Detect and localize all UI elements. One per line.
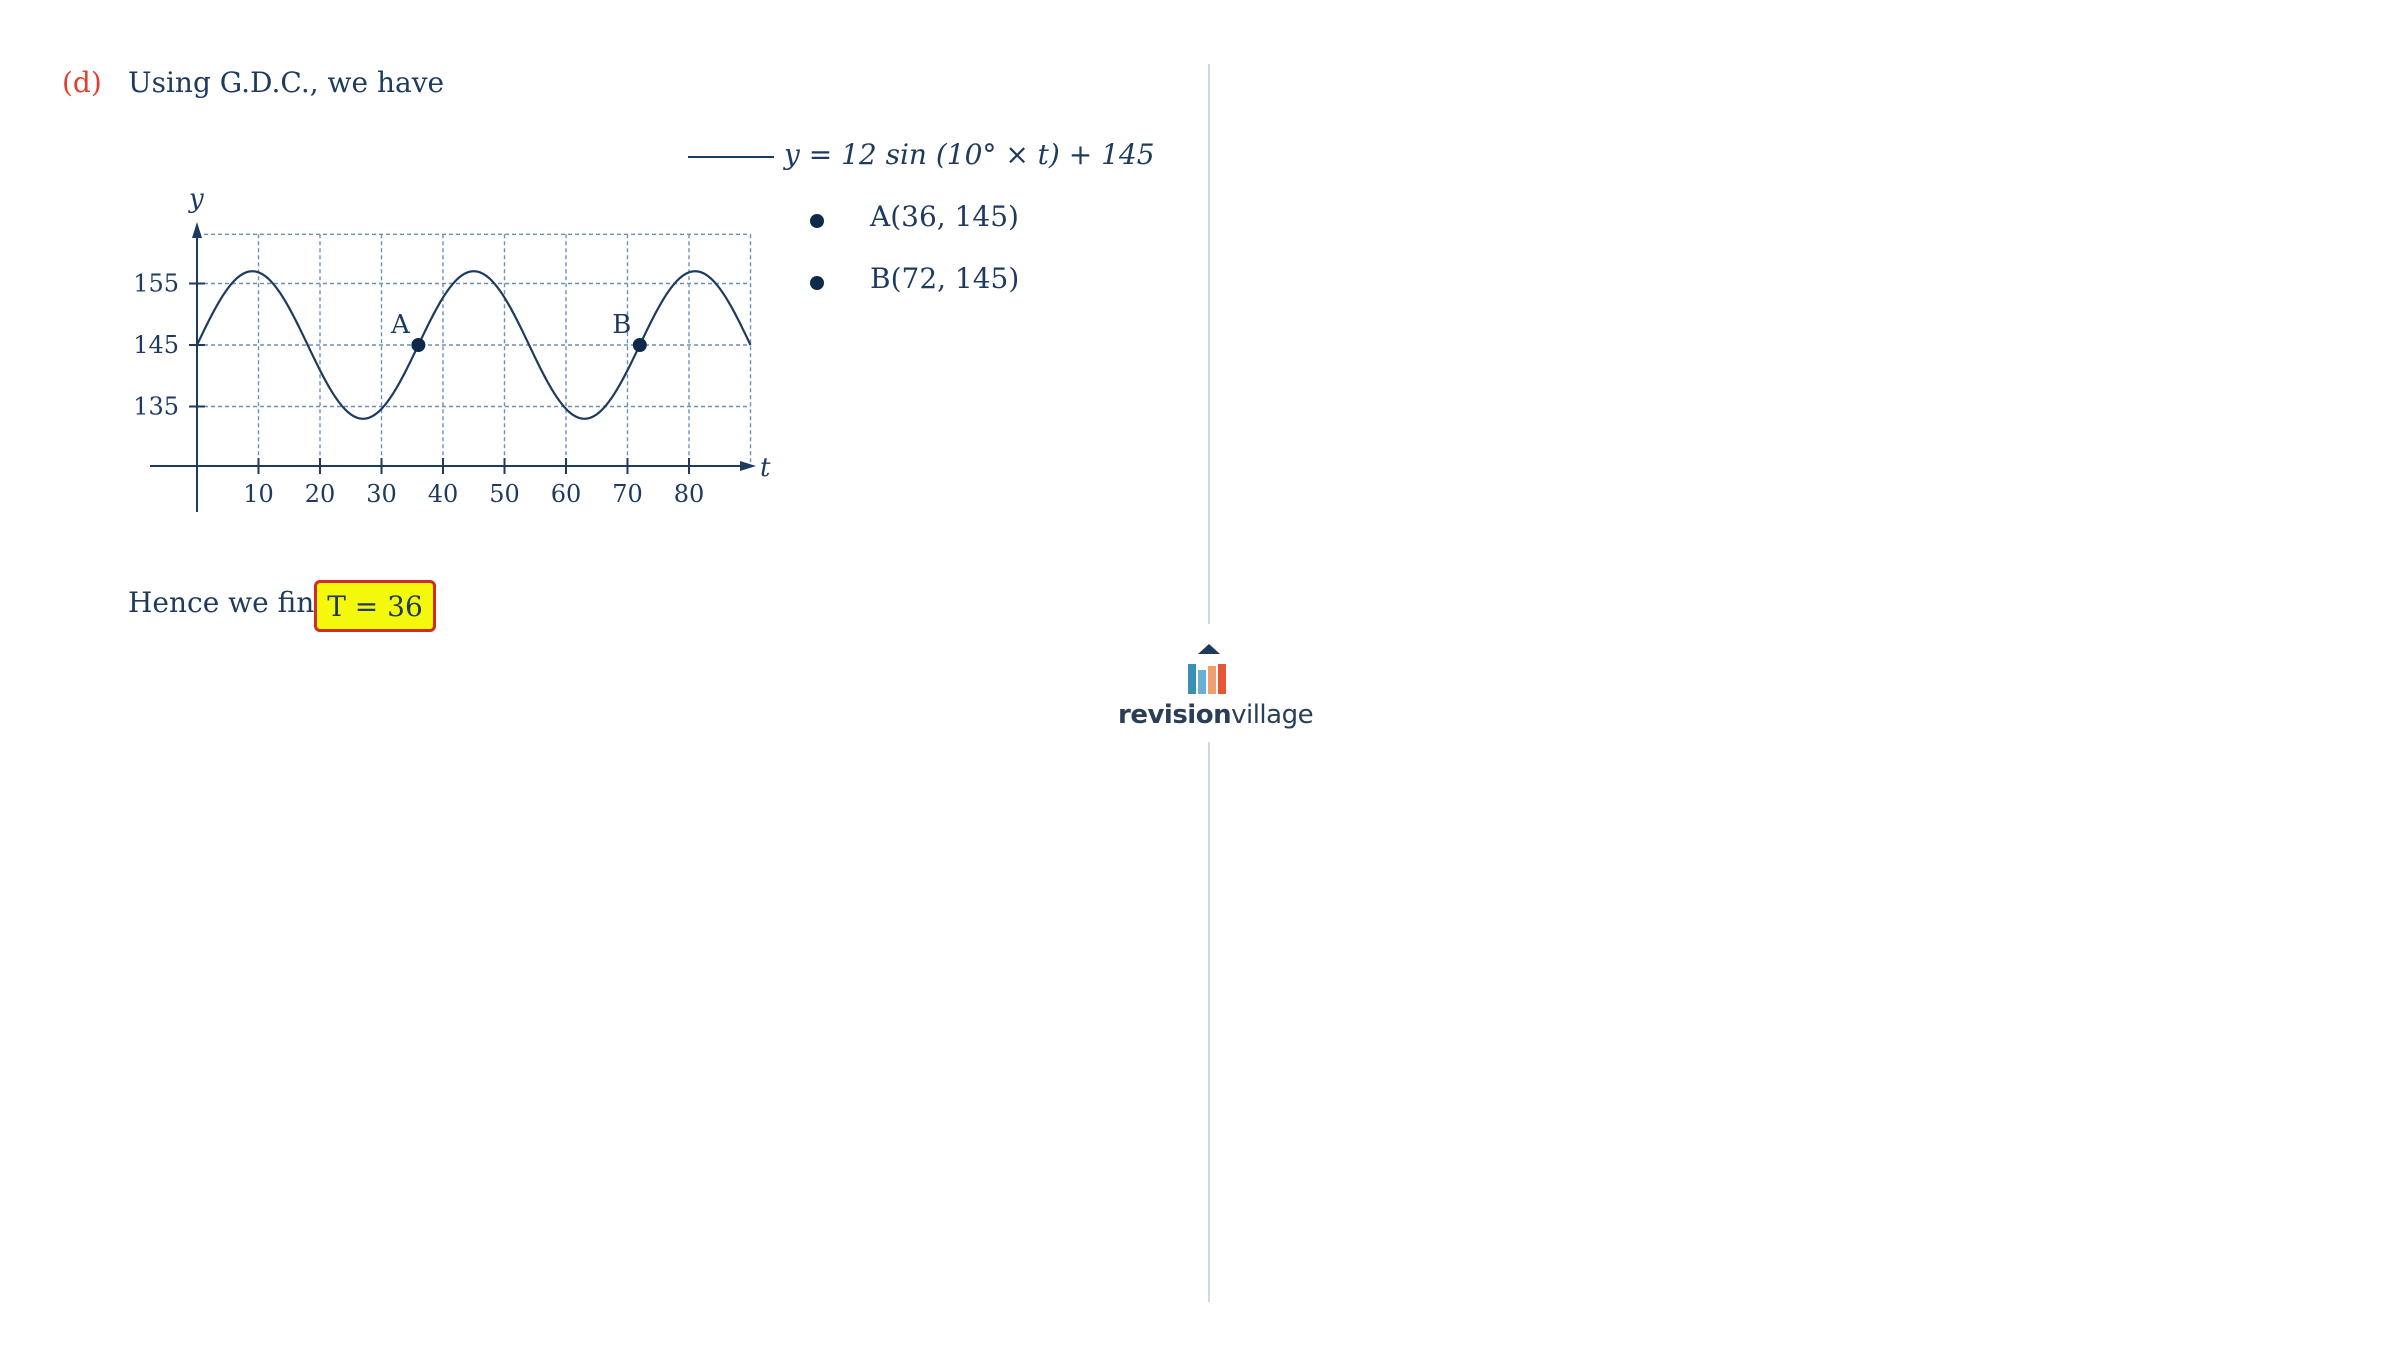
point-a [411, 338, 426, 352]
point-label-b: B [612, 310, 631, 340]
page-divider-bottom [1208, 742, 1210, 1302]
y-tick-label: 135 [133, 393, 179, 421]
logo-wordmark: revisionvillage [1118, 700, 1314, 730]
legend-dot-b [810, 276, 824, 290]
x-tick-label: 80 [674, 480, 705, 508]
y-axis-arrow [192, 222, 202, 238]
y-tick-label: 155 [133, 270, 179, 298]
y-axis-label: y [188, 184, 204, 214]
x-tick-label: 60 [551, 480, 582, 508]
x-tick-label: 50 [489, 480, 520, 508]
x-tick-label: 70 [612, 480, 643, 508]
logo-text-bold: revision [1118, 700, 1232, 730]
x-tick-label: 30 [366, 480, 397, 508]
intro-text: Using G.D.C., we have [128, 66, 445, 99]
point-label-a: A [390, 310, 411, 340]
revision-village-logo: revisionvillage [1118, 640, 1314, 740]
y-tick-label: 145 [133, 331, 179, 359]
answer-box: T = 36 [314, 580, 436, 632]
x-axis-label: t [760, 453, 771, 483]
x-tick-label: 40 [428, 480, 459, 508]
legend-point-a: A(36, 145) [870, 200, 1019, 233]
logo-text-light: village [1231, 700, 1314, 730]
answer-value: T = 36 [327, 589, 423, 623]
point-b [632, 338, 647, 352]
legend-equation: y = 12 sin (10° × t) + 145 [784, 138, 1155, 171]
sine-curve [196, 270, 752, 420]
part-label: (d) [62, 66, 102, 99]
x-tick-label: 10 [243, 480, 274, 508]
legend-point-b: B(72, 145) [870, 262, 1020, 295]
x-tick-label: 20 [305, 480, 336, 508]
page-divider-top [1208, 64, 1210, 624]
legend-dot-a [810, 214, 824, 228]
legend-line-swatch [688, 156, 774, 158]
x-axis-arrow [740, 461, 756, 471]
logo-icon [1188, 644, 1226, 694]
conclusion-text: Hence we find [128, 586, 333, 619]
